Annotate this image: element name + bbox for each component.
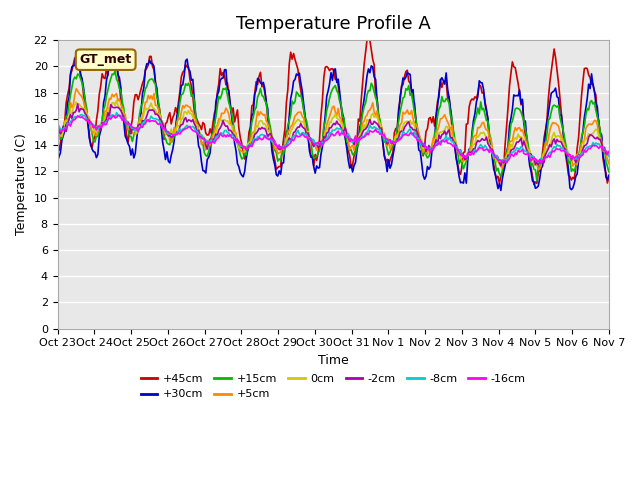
+45cm [90,137,97,143]
-2cm [448,134,456,140]
0cm [54,127,61,133]
+30cm [448,116,456,122]
-8cm [339,129,346,135]
-2cm [72,108,80,113]
+5cm [54,134,61,140]
0cm [605,153,612,159]
-2cm [74,101,81,107]
+45cm [337,104,345,109]
-16cm [90,125,97,131]
+30cm [91,149,99,155]
-8cm [604,149,611,155]
Y-axis label: Temperature (C): Temperature (C) [15,133,28,235]
-16cm [54,125,61,131]
-8cm [448,139,456,144]
+5cm [339,122,346,128]
+15cm [448,116,456,122]
-16cm [605,149,612,155]
+15cm [72,76,80,82]
+15cm [54,141,61,146]
Legend: +45cm, +30cm, +15cm, +5cm, 0cm, -2cm, -8cm, -16cm: +45cm, +30cm, +15cm, +5cm, 0cm, -2cm, -8… [136,370,530,404]
0cm [448,133,456,139]
Line: +15cm: +15cm [58,71,609,180]
+5cm [604,156,611,162]
+30cm [604,177,611,183]
Line: +5cm: +5cm [58,89,609,170]
+30cm [605,172,612,178]
+45cm [54,147,61,153]
-2cm [339,130,346,136]
+15cm [111,68,119,74]
+45cm [530,182,538,188]
Title: Temperature Profile A: Temperature Profile A [236,15,431,33]
Text: GT_met: GT_met [79,53,132,66]
-2cm [497,163,505,168]
0cm [339,121,346,127]
-8cm [54,124,61,130]
Line: +30cm: +30cm [58,51,609,191]
-8cm [113,110,120,116]
+30cm [72,48,80,54]
+15cm [605,169,612,175]
+5cm [534,167,542,173]
-8cm [530,155,538,161]
+5cm [530,162,538,168]
+5cm [448,122,456,128]
-16cm [604,152,611,157]
+30cm [532,185,540,191]
-2cm [91,124,99,130]
X-axis label: Time: Time [318,354,349,367]
+5cm [91,132,99,138]
+45cm [72,62,80,68]
Line: +45cm: +45cm [58,40,609,185]
+5cm [72,86,80,92]
Line: -16cm: -16cm [58,115,609,163]
+15cm [339,114,346,120]
-8cm [72,114,80,120]
+45cm [604,180,611,186]
+45cm [532,179,540,185]
-2cm [532,161,540,167]
+15cm [533,178,541,183]
0cm [113,97,120,103]
-2cm [604,152,611,157]
Line: -2cm: -2cm [58,104,609,166]
+30cm [74,55,81,61]
Line: 0cm: 0cm [58,100,609,165]
0cm [604,151,611,157]
+30cm [54,158,61,164]
+30cm [339,110,346,116]
+45cm [605,175,612,181]
0cm [534,162,542,168]
-16cm [538,160,545,166]
-16cm [116,112,124,118]
0cm [72,99,80,105]
-8cm [605,153,612,159]
+15cm [604,163,611,169]
+45cm [363,37,371,43]
+15cm [90,138,97,144]
+5cm [605,161,612,167]
-2cm [54,132,61,137]
0cm [530,155,538,161]
Line: -8cm: -8cm [58,113,609,163]
-8cm [90,122,97,128]
-2cm [605,152,612,157]
-16cm [72,115,80,121]
0cm [90,126,97,132]
+5cm [74,88,81,94]
+30cm [497,188,505,193]
-16cm [530,156,538,161]
-16cm [339,131,346,137]
+15cm [530,167,538,172]
+45cm [448,124,456,130]
-8cm [534,160,542,166]
-16cm [448,142,456,147]
